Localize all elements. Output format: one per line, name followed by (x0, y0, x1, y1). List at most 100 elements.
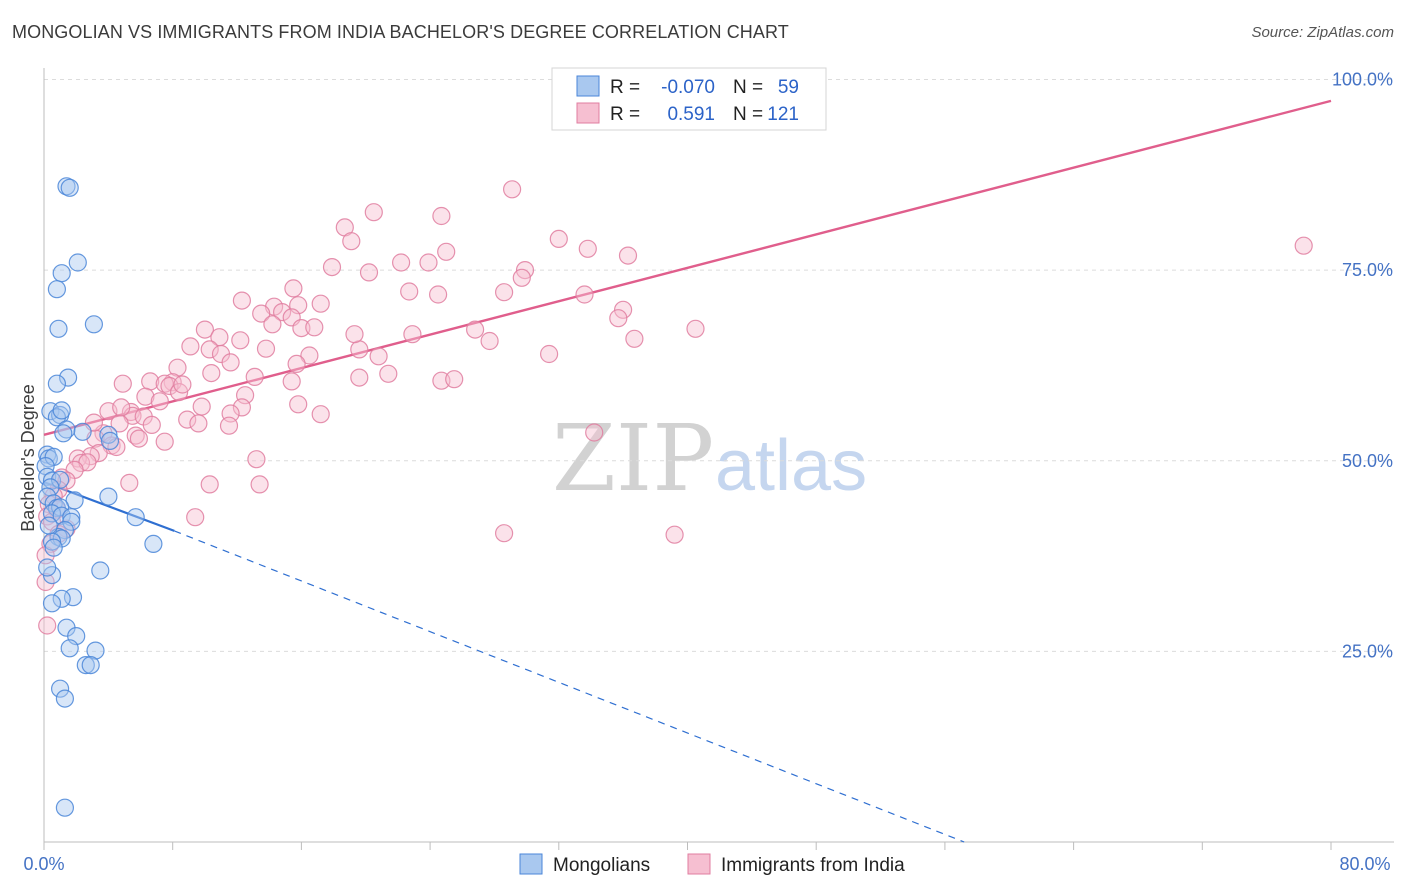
india-point (126, 426, 145, 445)
bottom-legend-label-mongolians: Mongolians (553, 855, 650, 876)
india-point (512, 268, 531, 287)
india-point (256, 339, 276, 358)
india-point (392, 253, 411, 272)
india-point (549, 229, 568, 248)
india-point (578, 239, 597, 258)
india-point (284, 279, 303, 298)
india-point (466, 320, 485, 339)
correlation-legend: R = -0.070 N = 59 R = 0.591 N = 121 (551, 67, 827, 131)
data-points (36, 177, 1313, 817)
india-point (221, 353, 240, 372)
india-point (219, 416, 239, 435)
india-point (178, 410, 197, 429)
india-point (192, 397, 211, 416)
india-point (502, 180, 522, 199)
india-point (200, 475, 219, 494)
india-point (113, 374, 132, 393)
mongolian-point (126, 508, 145, 527)
india-point (120, 473, 139, 492)
india-point (305, 318, 324, 337)
india-point (480, 331, 499, 351)
india-point (247, 450, 266, 469)
india-point (403, 325, 422, 344)
india-point (289, 395, 308, 414)
india-point (195, 320, 214, 339)
chart-title: MONGOLIAN VS IMMIGRANTS FROM INDIA BACHE… (12, 22, 789, 42)
india-point (609, 309, 628, 328)
india-point (250, 475, 269, 494)
watermark-zip: ZIP (552, 405, 714, 512)
legend-r-label: R = (610, 77, 640, 98)
india-point (345, 325, 364, 344)
legend-r-value-mongolians: -0.070 (661, 77, 715, 98)
mongolian-point (86, 641, 105, 660)
india-point (287, 354, 306, 373)
india-point (575, 285, 594, 304)
mongolian-point (68, 253, 87, 272)
india-point (350, 368, 369, 387)
india-point (495, 283, 514, 302)
y-axis-label: Bachelor's Degree (18, 384, 38, 532)
india-point (168, 358, 187, 377)
watermark: ZIP atlas (552, 405, 867, 512)
trend-lines (43, 99, 1332, 843)
india-point (686, 319, 705, 338)
mongolian-point (81, 655, 100, 675)
mongolian-point (99, 487, 118, 506)
axes (43, 68, 1394, 850)
india-point (71, 453, 91, 473)
y-tick-label: 50.0% (1342, 451, 1393, 471)
india-point (359, 263, 379, 282)
mongolian-point (99, 425, 118, 444)
legend-swatch-india (576, 102, 600, 124)
india-point (419, 253, 438, 272)
india-point (311, 294, 330, 313)
india-point (273, 303, 292, 322)
india-point (429, 285, 448, 304)
india-point (263, 315, 282, 334)
india-point (342, 232, 361, 251)
mongolian-point (52, 401, 71, 420)
source-label: Source: ZipAtlas.com (1251, 24, 1394, 41)
bottom-legend-swatch-india (687, 853, 711, 875)
mongolian-trend-extension (174, 530, 965, 843)
legend-swatch-mongolians (576, 75, 600, 97)
legend-n-label: N = (733, 77, 763, 98)
india-point (173, 375, 192, 394)
mongolian-point (50, 470, 70, 489)
india-point (625, 329, 644, 348)
tick-labels: 25.0% 50.0% 75.0% 100.0% 0.0% 80.0% (23, 70, 1393, 875)
india-point (245, 367, 264, 386)
india-point (186, 508, 205, 527)
india-point (292, 319, 311, 338)
india-point (432, 206, 451, 226)
mongolian-point (49, 319, 68, 338)
y-tick-label: 25.0% (1342, 641, 1393, 661)
mongolian-point (144, 534, 163, 554)
india-point (252, 304, 271, 323)
india-point (400, 282, 419, 301)
x-tick-label: 0.0% (23, 854, 64, 874)
india-trend-line (43, 99, 1332, 436)
india-point (379, 364, 398, 383)
india-point (136, 387, 155, 406)
india-point (155, 374, 174, 393)
india-point (282, 372, 301, 391)
mongolian-trend-line (43, 481, 175, 532)
mongolian-point (73, 422, 92, 441)
india-point (364, 203, 383, 222)
india-point (202, 364, 221, 383)
mongolian-point (47, 280, 67, 299)
india-point (665, 525, 684, 544)
mongolian-point (76, 655, 95, 675)
mongolian-point (42, 594, 62, 613)
india-point (110, 414, 129, 433)
bottom-legend-label-india: Immigrants from India (721, 855, 905, 876)
legend-n-label: N = (733, 104, 763, 125)
watermark-atlas: atlas (715, 426, 867, 506)
india-point (200, 340, 219, 359)
india-point (232, 398, 251, 417)
india-point (36, 572, 55, 592)
india-point (231, 331, 250, 350)
